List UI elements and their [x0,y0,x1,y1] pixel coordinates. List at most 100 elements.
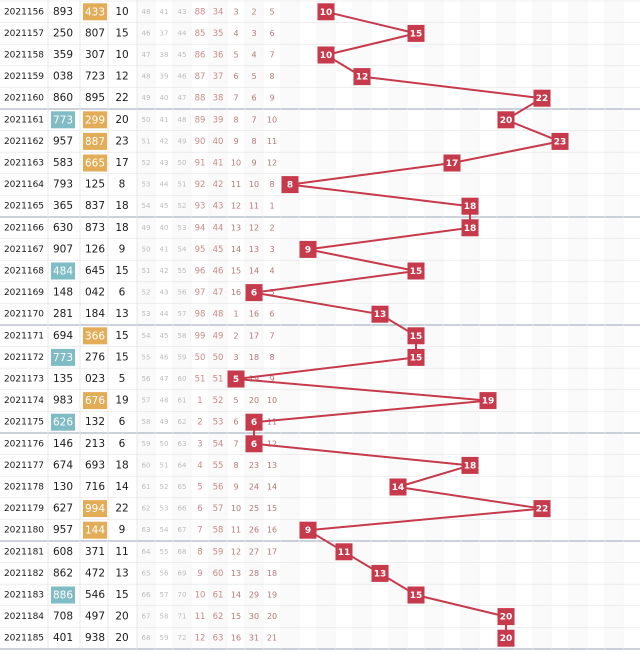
miss-count-cell: 12 [231,202,241,211]
sum-ball [461,219,479,237]
miss-count-cell: 10 [267,115,277,124]
miss-count-cell: 50 [178,159,187,167]
trend-line-segment [253,291,381,316]
miss-count-cell: 51 [142,267,151,275]
period-label: 2021164 [4,180,44,190]
miss-count-cell: 8 [269,180,274,189]
miss-count-cell: 95 [195,245,206,255]
miss-count-cell: 69 [178,569,187,577]
miss-count-cell: 11 [231,180,241,189]
sum-value: 20 [115,114,128,126]
number-1-value: 957 [53,135,73,147]
miss-count-cell: 12 [195,634,206,644]
sum-ball [371,305,389,323]
sum-value: 19 [115,395,128,407]
sum-value: 18 [115,222,128,234]
period-label: 2021171 [4,331,44,341]
miss-count-cell: 43 [160,289,169,297]
miss-count-cell: 67 [178,526,187,534]
number-2-value: 994 [85,503,105,515]
miss-count-cell: 52 [178,202,187,210]
miss-count-cell: 43 [160,159,169,167]
number-1-value: 773 [53,352,73,364]
number-1-value: 146 [53,438,73,450]
trend-line-segment [253,442,471,467]
sum-ball [407,327,425,345]
miss-count-cell: 90 [195,137,206,147]
miss-count-cell: 57 [213,504,224,514]
miss-count-cell: 57 [160,591,169,599]
sum-ball [299,521,317,539]
trend-line-segment [307,248,417,272]
sum-value: 9 [119,243,126,255]
period-label: 2021176 [4,439,44,449]
number-1-value: 886 [53,590,73,602]
trend-line-segment [415,594,507,618]
miss-count-cell: 53 [142,310,151,318]
number-2-badge [83,521,107,539]
miss-count-cell: 42 [213,180,224,190]
miss-count-cell: 12 [267,159,277,168]
miss-count-cell: 54 [178,245,187,253]
sum-value: 10 [115,49,128,61]
sum-value: 22 [115,503,128,515]
miss-count-cell: 23 [249,461,259,470]
miss-count-cell: 41 [160,116,169,124]
number-1-value: 862 [53,567,73,579]
miss-count-cell: 45 [213,245,224,255]
sum-value: 15 [115,265,128,277]
sum-ball [227,370,245,388]
number-2-value: 837 [85,200,105,212]
miss-count-cell: 48 [213,310,224,320]
miss-count-cell: 51 [160,461,169,469]
miss-count-cell: 64 [142,548,151,556]
sum-ball [551,132,569,150]
period-label: 2021168 [4,267,44,277]
sum-value: 6 [119,416,126,428]
miss-count-cell: 51 [142,137,151,145]
sum-ball [497,608,515,626]
sum-value: 17 [115,157,128,169]
sum-value: 20 [115,632,128,644]
sum-ball [407,348,425,366]
miss-count-cell: 54 [213,439,224,449]
miss-count-cell: 44 [213,223,224,233]
number-2-value: 023 [85,373,105,385]
number-2-value: 126 [85,243,105,255]
period-label: 2021174 [4,396,44,406]
period-label: 2021167 [4,245,44,255]
miss-count-cell: 50 [142,245,151,253]
miss-count-cell: 34 [213,7,224,17]
sum-ball [497,111,515,129]
miss-count-cell: 7 [269,51,274,60]
miss-count-cell: 65 [142,569,151,577]
miss-count-cell: 9 [269,94,274,103]
sum-value: 15 [115,589,128,601]
sum-ball [245,284,263,302]
sum-ball [245,413,263,431]
miss-count-cell: 44 [160,310,169,318]
number-2-value: 366 [85,330,105,342]
period-label: 2021183 [4,591,44,601]
miss-count-cell: 35 [213,29,224,39]
miss-count-cell: 18 [249,353,259,362]
miss-count-cell: 12 [267,439,277,448]
miss-count-cell: 1 [233,310,238,319]
miss-count-cell: 40 [213,137,224,147]
miss-count-cell: 36 [213,51,224,61]
miss-count-cell: 50 [195,353,206,363]
miss-count-cell: 62 [142,505,151,513]
miss-count-cell: 16 [231,634,241,643]
number-2-value: 472 [85,567,105,579]
period-label: 2021157 [4,29,44,39]
period-label: 2021163 [4,159,44,169]
miss-count-cell: 56 [142,375,151,383]
miss-count-cell: 47 [142,51,151,59]
sum-value: 6 [119,438,126,450]
miss-count-cell: 20 [249,396,259,405]
sum-ball-label: 17 [446,159,459,169]
sum-ball [479,392,497,410]
number-2-value: 873 [85,222,105,234]
number-2-badge [83,500,107,518]
sum-ball [533,89,551,107]
